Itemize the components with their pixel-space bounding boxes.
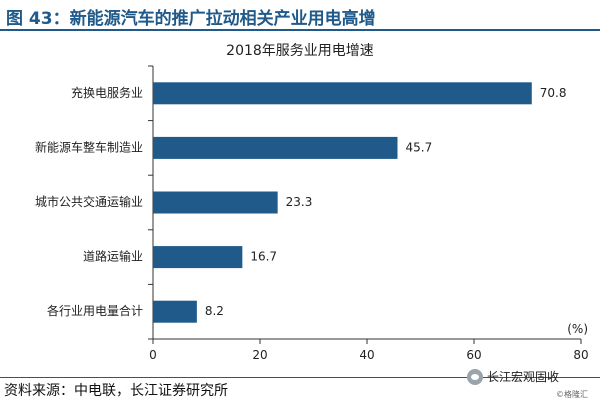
footer-rule [0, 377, 600, 378]
figure-title: 图 43：新能源汽车的推广拉动相关产业用电高增 [6, 9, 376, 29]
category-label: 新能源车整车制造业 [35, 139, 143, 154]
x-tick-label: 20 [252, 348, 267, 362]
category-label: 城市公共交通运输业 [35, 194, 143, 209]
x-tick-label: 40 [359, 348, 374, 362]
value-label: 23.3 [286, 195, 313, 209]
category-label: 充换电服务业 [71, 85, 143, 100]
bar [153, 82, 532, 105]
bar [153, 246, 243, 269]
category-label: 各行业用电量合计 [47, 303, 143, 318]
source-note: 资料来源：中电联，长江证券研究所 [4, 383, 228, 399]
header-rule [0, 29, 600, 31]
bar [153, 191, 278, 214]
x-tick-label: 60 [466, 348, 481, 362]
x-tick-label: 0 [149, 348, 157, 362]
wechat-account-name: 长江宏观固收 [487, 370, 560, 384]
x-tick-label: 80 [573, 348, 588, 362]
unit-label: (%) [567, 322, 588, 336]
wechat-icon [467, 368, 483, 385]
bar [153, 300, 197, 323]
value-label: 16.7 [250, 250, 277, 264]
bar [153, 136, 398, 159]
wechat-watermark: 长江宏观固收 [467, 368, 559, 385]
value-label: 8.2 [205, 304, 224, 318]
value-label: 45.7 [405, 140, 432, 154]
figure-header: 图 43：新能源汽车的推广拉动相关产业用电高增 [0, 0, 600, 31]
chart-title: 2018年服务业用电增速 [226, 43, 374, 59]
category-label: 道路运输业 [83, 249, 143, 264]
value-label: 70.8 [540, 86, 567, 100]
credit-watermark: ©格隆汇 [556, 390, 588, 399]
